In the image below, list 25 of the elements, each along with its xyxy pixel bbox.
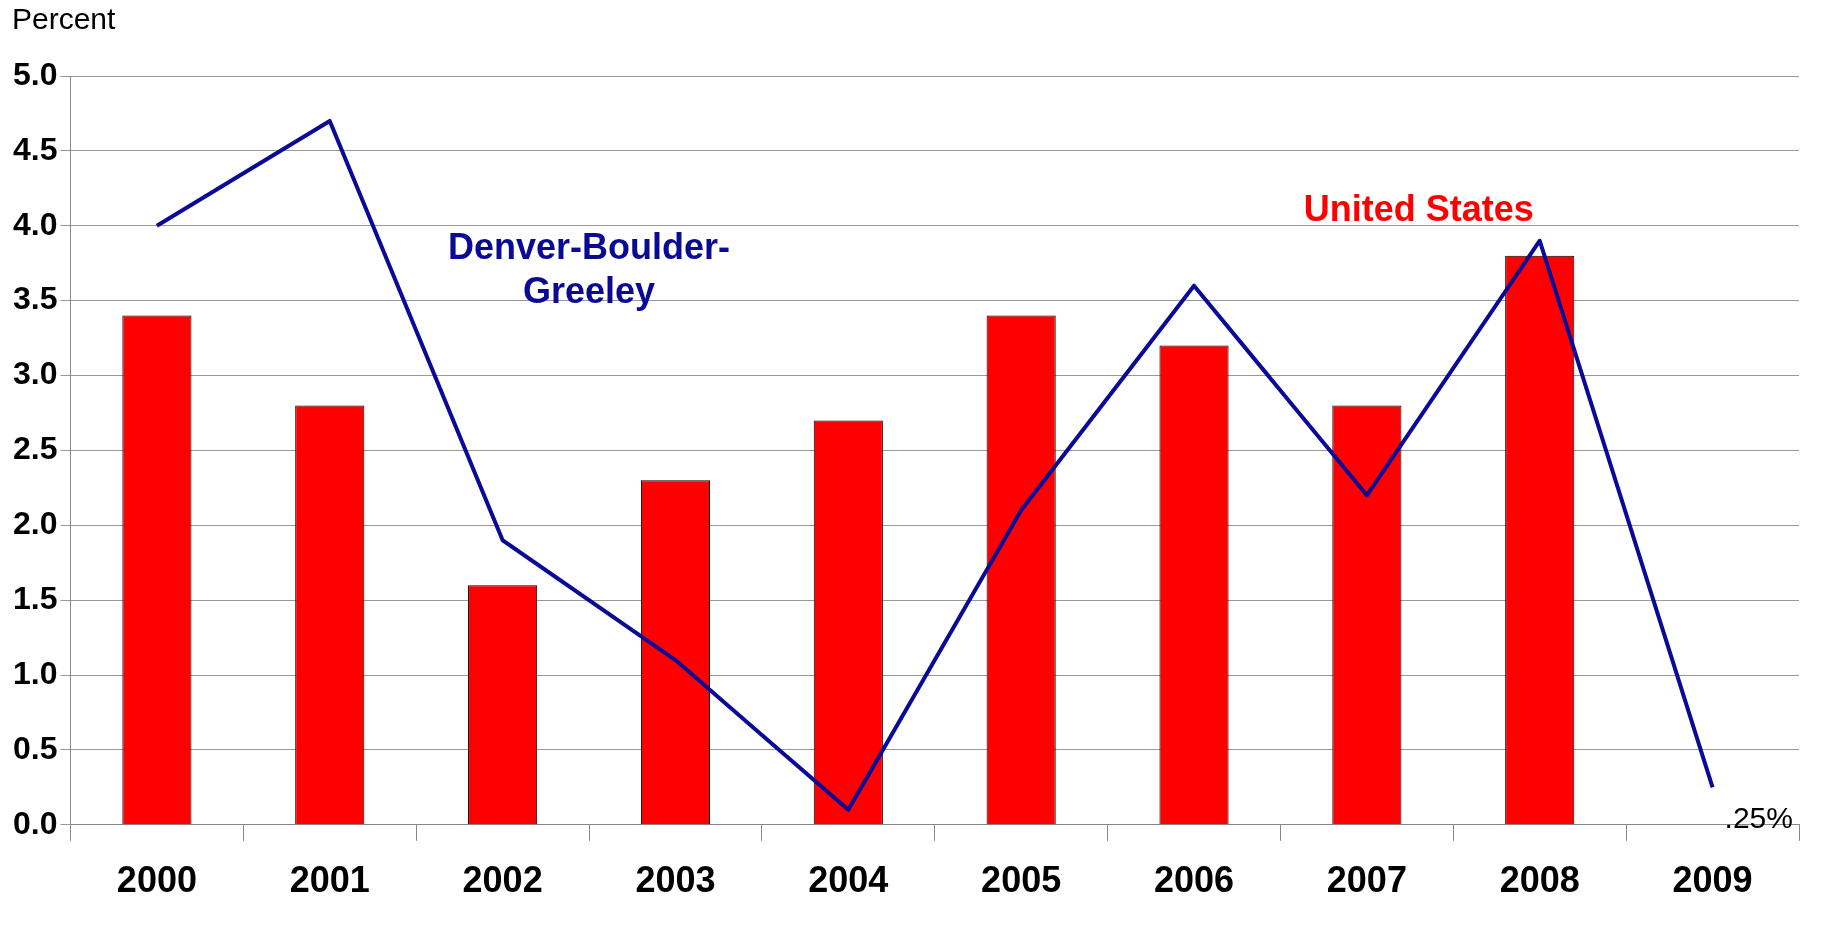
x-tick-label: 2002 bbox=[462, 859, 543, 901]
x-tick-label: 2000 bbox=[116, 859, 197, 901]
x-tick-label: 2005 bbox=[981, 859, 1062, 901]
y-tick-label: 3.5 bbox=[13, 280, 58, 317]
y-tick-label: 1.0 bbox=[13, 654, 58, 691]
x-tick-label: 2009 bbox=[1672, 859, 1753, 901]
y-tick-label: 2.5 bbox=[13, 430, 58, 467]
x-tick-label: 2001 bbox=[289, 859, 370, 901]
annotation: .25% bbox=[1724, 800, 1793, 834]
y-tick-label: 2.0 bbox=[13, 505, 58, 542]
series-label: Denver-Boulder-Greeley bbox=[448, 225, 731, 311]
y-tick-label: 0.5 bbox=[13, 729, 58, 766]
y-axis-title: Percent bbox=[12, 2, 117, 36]
x-tick-label: 2007 bbox=[1326, 859, 1407, 901]
x-tick-label: 2003 bbox=[635, 859, 716, 901]
y-tick-label: 4.5 bbox=[13, 130, 58, 167]
x-tick-label: 2004 bbox=[808, 859, 889, 901]
x-tick-label: 2008 bbox=[1499, 859, 1580, 901]
y-tick-label: 0.0 bbox=[13, 804, 58, 841]
y-tick-label: 5.0 bbox=[13, 55, 58, 92]
y-tick-label: 1.5 bbox=[13, 579, 58, 616]
y-tick-label: 4.0 bbox=[13, 205, 58, 242]
y-tick-label: 3.0 bbox=[13, 355, 58, 392]
series-label: United States bbox=[1303, 187, 1534, 229]
x-tick-label: 2006 bbox=[1153, 859, 1235, 901]
